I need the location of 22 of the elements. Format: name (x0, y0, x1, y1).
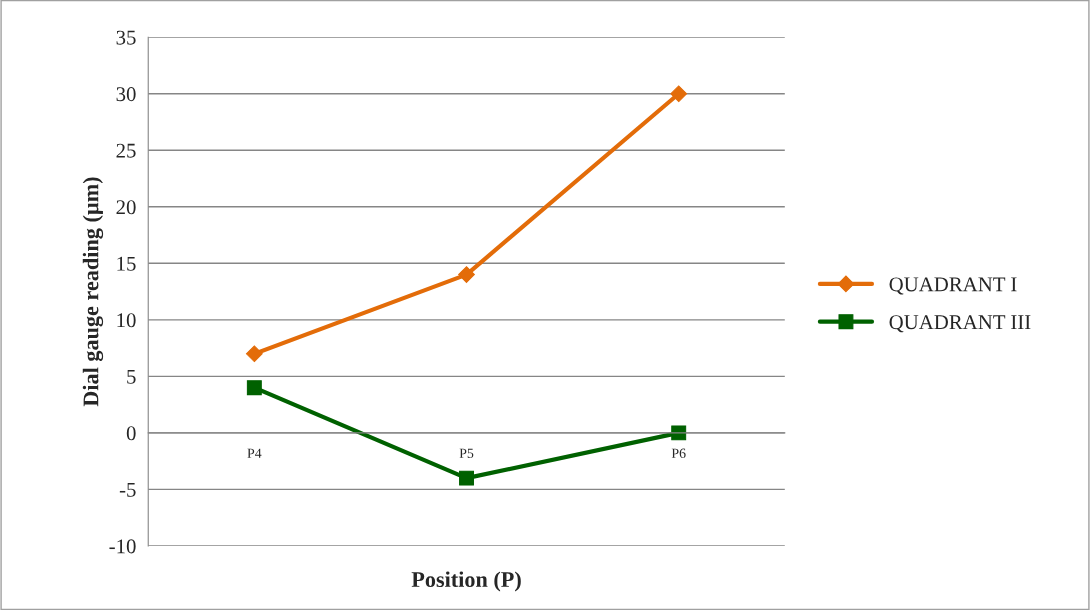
point (458, 266, 475, 283)
x-axis-title: Position (P) (411, 571, 521, 592)
y-tick-label: 25 (116, 143, 136, 158)
point (670, 85, 688, 103)
point (246, 380, 262, 396)
y-tick-label: -5 (119, 483, 136, 497)
point (459, 470, 474, 486)
x-tick-label: P6 (671, 448, 686, 458)
x-tick-label: P5 (459, 448, 474, 458)
y-tick-label: 20 (116, 200, 136, 215)
y-axis-title: Dial gauge reading (µm) (82, 177, 104, 407)
y-tick-label: -10 (109, 539, 136, 554)
x-tick-label: P4 (247, 448, 262, 458)
legend-label: QUADRANT I (889, 277, 1017, 295)
y-tick-label: 5 (127, 369, 136, 384)
legend-label: QUADRANT III (889, 315, 1031, 333)
y-tick-label: 10 (117, 313, 136, 328)
y-tick-label: 35 (116, 30, 136, 45)
y-tick-label: 15 (117, 256, 136, 271)
y-tick-label: 30 (116, 87, 136, 102)
y-tick-label: 0 (126, 426, 136, 441)
point (245, 345, 263, 363)
